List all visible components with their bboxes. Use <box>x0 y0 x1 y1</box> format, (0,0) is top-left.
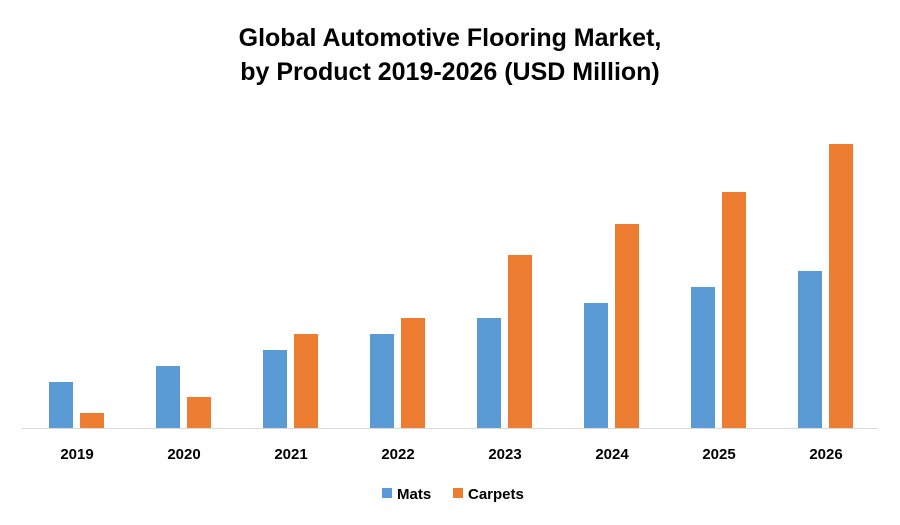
bar-mats-2024 <box>584 303 608 428</box>
bar-mats-2025 <box>691 287 715 428</box>
bar-carpets-2020 <box>187 397 211 428</box>
legend-swatch-mats <box>382 488 392 498</box>
x-tick-label: 2026 <box>809 446 842 463</box>
bar-carpets-2022 <box>401 318 425 428</box>
bar-mats-2023 <box>477 318 501 428</box>
bar-carpets-2025 <box>722 192 746 428</box>
x-tick-label: 2019 <box>60 446 93 463</box>
legend-label-carpets: Carpets <box>468 486 524 503</box>
legend-swatch-carpets <box>453 488 463 498</box>
bar-carpets-2021 <box>294 334 318 428</box>
bar-carpets-2023 <box>508 255 532 428</box>
chart-title-line-1: Global Automotive Flooring Market, <box>239 24 662 52</box>
x-tick-label: 2025 <box>702 446 735 463</box>
x-tick-label: 2020 <box>167 446 200 463</box>
bar-carpets-2019 <box>80 413 104 428</box>
legend-label-mats: Mats <box>397 486 431 503</box>
bar-mats-2020 <box>156 366 180 428</box>
bar-mats-2026 <box>798 271 822 428</box>
chart-title-line-2: by Product 2019-2026 (USD Million) <box>240 58 660 86</box>
legend: Mats Carpets <box>382 486 524 503</box>
x-tick-label: 2022 <box>381 446 414 463</box>
x-tick-label: 2023 <box>488 446 521 463</box>
x-tick-label: 2024 <box>595 446 629 463</box>
bar-mats-2019 <box>49 382 73 428</box>
x-tick-label: 2021 <box>274 446 307 463</box>
bar-carpets-2024 <box>615 224 639 428</box>
bar-carpets-2026 <box>829 144 853 428</box>
bar-mats-2022 <box>370 334 394 428</box>
bar-mats-2021 <box>263 350 287 428</box>
